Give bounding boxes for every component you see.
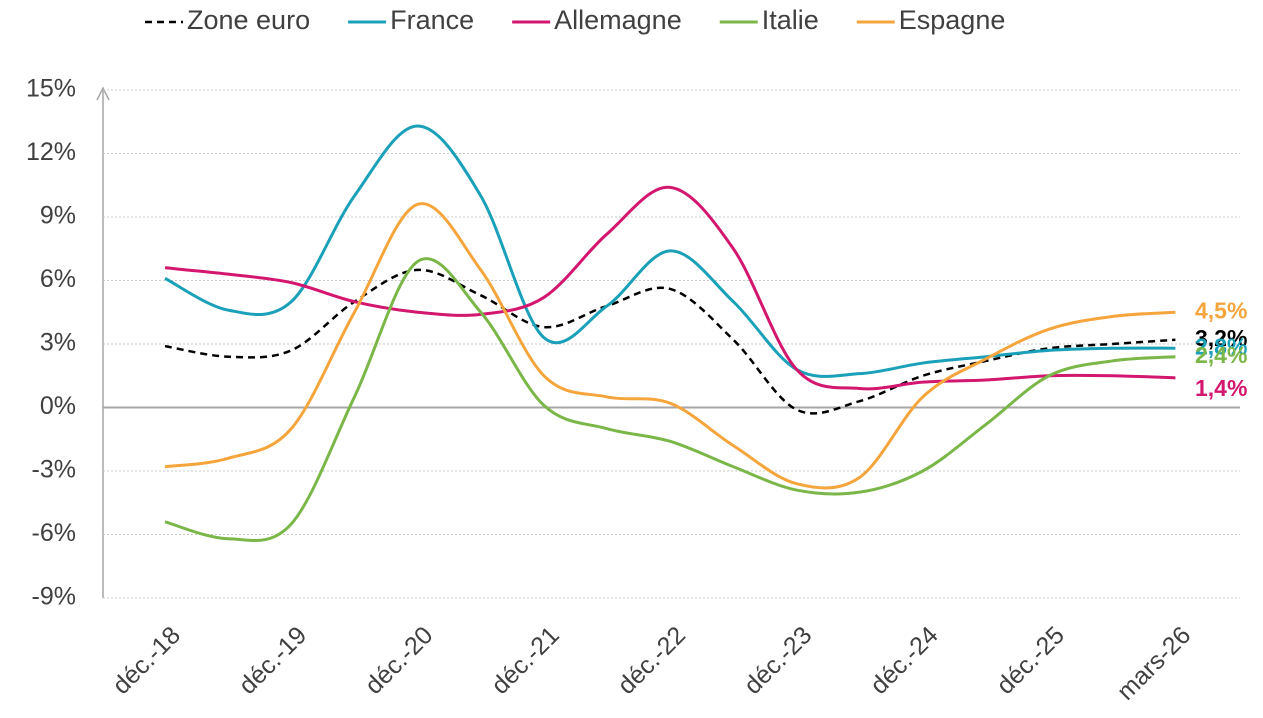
y-tick-label: 0%: [40, 392, 76, 420]
x-tick-label: déc.-20: [360, 621, 439, 700]
axis-arrow: [96, 86, 110, 101]
data-label: 4,5%: [1195, 297, 1247, 323]
x-tick-label: déc.-22: [612, 621, 691, 700]
x-tick-label: déc.-19: [233, 621, 312, 700]
legend-label: France: [390, 5, 474, 35]
y-tick-label: -6%: [32, 519, 76, 547]
legend-label: Espagne: [899, 5, 1006, 35]
legend-label: Zone euro: [187, 5, 310, 35]
series-line: [164, 268, 1176, 415]
legend-label: Allemagne: [554, 5, 682, 35]
x-tick-label: déc.-23: [739, 621, 818, 700]
y-tick-label: 12%: [26, 138, 76, 166]
x-tick-label: déc.-24: [865, 621, 944, 700]
legend-label: Italie: [762, 5, 819, 35]
series-line: [164, 257, 1176, 542]
data-label: 3,2%: [1195, 325, 1247, 351]
y-tick-label: 9%: [40, 202, 76, 230]
x-tick-label: mars-26: [1112, 621, 1197, 706]
x-tick-label: déc.-18: [107, 621, 186, 700]
data-label: 1,4%: [1195, 375, 1247, 401]
data-label: 2,8%: [1195, 333, 1247, 359]
y-tick-label: 6%: [40, 265, 76, 293]
y-tick-label: -3%: [32, 456, 76, 484]
y-tick-label: 15%: [26, 75, 76, 103]
y-tick-label: 3%: [40, 329, 76, 357]
y-tick-label: -9%: [32, 583, 76, 611]
x-tick-label: déc.-25: [991, 621, 1070, 700]
x-tick-label: déc.-21: [486, 621, 565, 700]
data-label: 2,4%: [1195, 342, 1247, 368]
series-line: [164, 202, 1176, 490]
series-line: [164, 124, 1176, 378]
series-line: [164, 185, 1176, 391]
